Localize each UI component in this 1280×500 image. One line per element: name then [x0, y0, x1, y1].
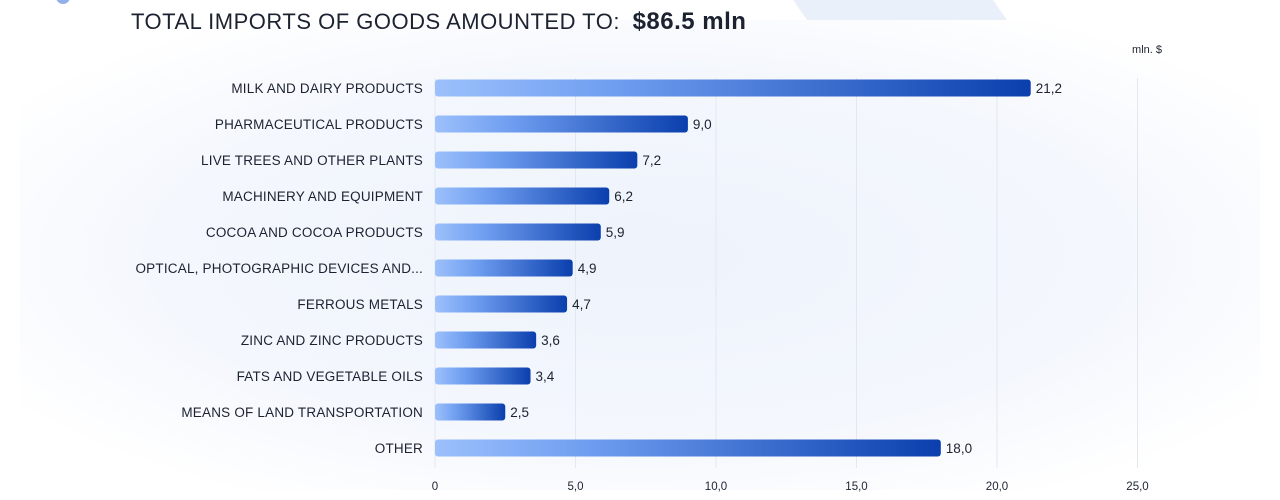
category-label: PHARMACEUTICAL PRODUCTS: [215, 117, 423, 132]
category-label: LIVE TREES AND OTHER PLANTS: [201, 153, 423, 168]
bar: [435, 79, 1031, 97]
bar: [435, 223, 601, 241]
x-tick-label: 10,0: [705, 481, 727, 493]
chart-background: [20, 20, 1260, 490]
bar: [435, 331, 537, 349]
unit-label: mln. $: [1132, 44, 1162, 56]
category-label: OTHER: [375, 441, 423, 456]
x-tick-label: 0: [432, 481, 438, 493]
bar: [435, 295, 568, 313]
bar: [435, 367, 531, 385]
bar: [435, 439, 941, 457]
value-label: 4,9: [578, 261, 597, 276]
value-label: 3,4: [536, 369, 555, 384]
value-label: 7,2: [642, 153, 661, 168]
bars-group: [435, 79, 1031, 457]
gridlines: [434, 78, 1138, 468]
title-prefix: TOTAL IMPORTS OF GOODS AMOUNTED TO:: [131, 9, 620, 34]
value-label: 5,9: [606, 225, 625, 240]
value-label: 9,0: [693, 117, 712, 132]
x-tick-label: 20,0: [986, 481, 1008, 493]
value-label: 6,2: [614, 189, 633, 204]
value-label: 18,0: [946, 441, 972, 456]
value-label: 3,6: [541, 333, 560, 348]
category-label: MACHINERY AND EQUIPMENT: [222, 189, 423, 204]
x-axis-ticks: 0 5,0 10,0 15,0 20,0 25,0: [432, 481, 1149, 493]
bar: [435, 259, 573, 277]
labels-group: MILK AND DAIRY PRODUCTS 21,2 PHARMACEUTICA…: [135, 81, 1062, 456]
value-label: 4,7: [572, 297, 591, 312]
category-label: MILK AND DAIRY PRODUCTS: [231, 81, 423, 96]
bar: [435, 151, 638, 169]
title-total: $86.5 mln: [632, 8, 747, 35]
category-label: FATS AND VEGETABLE OILS: [237, 369, 423, 384]
category-label: OPTICAL, PHOTOGRAPHIC DEVICES AND...: [135, 261, 423, 276]
x-tick-label: 25,0: [1126, 481, 1148, 493]
bar: [435, 115, 688, 133]
logo-mark: [56, 0, 70, 4]
category-label: COCOA AND COCOA PRODUCTS: [206, 225, 423, 240]
bar: [435, 187, 610, 205]
chart-title: TOTAL IMPORTS OF GOODS AMOUNTED TO: $86.…: [131, 8, 746, 36]
value-label: 21,2: [1036, 81, 1062, 96]
value-label: 2,5: [510, 405, 529, 420]
category-label: MEANS OF LAND TRANSPORTATION: [181, 405, 423, 420]
bar: [435, 403, 506, 421]
category-label: ZINC AND ZINC PRODUCTS: [241, 333, 423, 348]
x-tick-label: 15,0: [845, 481, 867, 493]
x-tick-label: 5,0: [568, 481, 584, 493]
category-label: FERROUS METALS: [297, 297, 423, 312]
